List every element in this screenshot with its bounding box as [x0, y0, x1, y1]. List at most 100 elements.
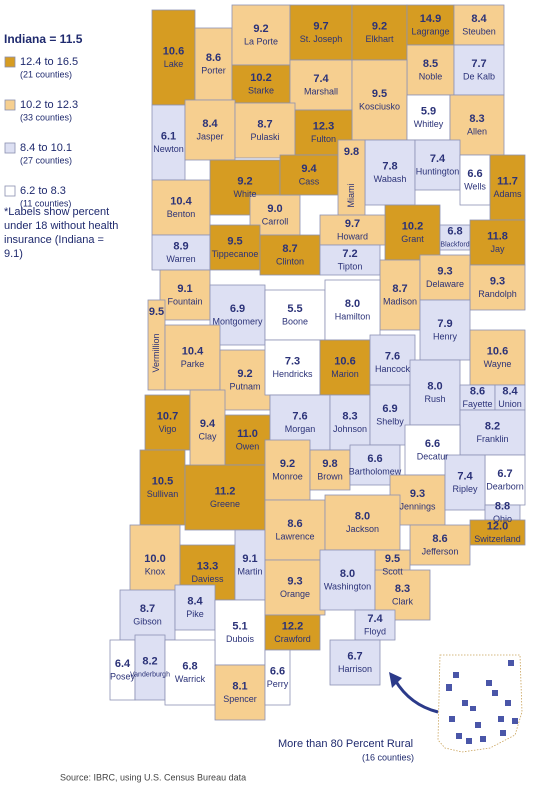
county	[319, 339, 371, 396]
county-name: Greene	[210, 499, 240, 509]
county-value: 7.7	[471, 58, 486, 70]
county-value: 10.4	[170, 195, 192, 207]
county-value: 12.2	[282, 620, 303, 632]
county-name: Noble	[419, 71, 443, 81]
county	[364, 139, 416, 206]
legend-swatch	[4, 185, 16, 197]
county-name: De Kalb	[463, 71, 495, 81]
legend-label: 12.4 to 16.5	[20, 56, 78, 68]
county-value: 7.6	[385, 350, 400, 362]
county-name: St. Joseph	[300, 34, 343, 44]
county-name: Montgomery	[212, 316, 263, 326]
county	[419, 254, 471, 301]
county-value: 8.4	[471, 13, 487, 25]
county-name: Whitley	[414, 119, 444, 129]
county-name: Lagrange	[411, 26, 449, 36]
county-name: Jasper	[196, 131, 223, 141]
county	[459, 154, 491, 206]
county	[279, 154, 339, 196]
inset-county	[508, 660, 514, 666]
county-value: 6.7	[497, 468, 512, 480]
county	[231, 64, 291, 104]
legend-label: 6.2 to 8.3	[20, 185, 66, 197]
county-value: 9.3	[287, 575, 302, 587]
inset-county	[498, 716, 504, 722]
county-name: Sullivan	[147, 489, 179, 499]
county-name: Clay	[198, 431, 217, 441]
county-name: La Porte	[244, 36, 278, 46]
county-name: Vigo	[159, 424, 177, 434]
county-name: Kosciusko	[359, 101, 400, 111]
county-value: 6.9	[382, 403, 397, 415]
county-value: 11.8	[487, 230, 508, 242]
county-name: Jackson	[346, 524, 379, 534]
county-name: Porter	[201, 65, 226, 75]
county-name: Johnson	[333, 424, 367, 434]
county-value: 6.6	[467, 168, 482, 180]
county	[234, 102, 296, 159]
county	[489, 154, 526, 221]
legend-count: (11 counties)	[20, 198, 71, 208]
legend-count: (27 counties)	[20, 155, 72, 165]
county-value: 8.7	[282, 243, 297, 255]
county-name: Tippecanoe	[212, 249, 259, 259]
county-name: Benton	[167, 209, 196, 219]
inset-county	[486, 680, 492, 686]
county-value: 10.5	[152, 475, 173, 487]
inset-title: More than 80 Percent Rural	[278, 738, 413, 750]
county-value: 8.7	[140, 603, 155, 615]
county-value: 7.4	[457, 470, 473, 482]
county-value: 11.0	[237, 428, 258, 440]
inset-county	[453, 672, 459, 678]
county-value: 9.4	[301, 163, 317, 175]
inset-count: (16 counties)	[362, 752, 414, 762]
legend-swatch	[4, 56, 16, 68]
county	[224, 414, 271, 466]
county-value: 10.6	[334, 355, 355, 367]
county	[139, 449, 186, 526]
county	[369, 384, 411, 446]
county-name: Adams	[493, 189, 522, 199]
inset-outline	[437, 654, 523, 753]
county-name: Cass	[299, 176, 320, 186]
county	[329, 394, 371, 451]
county-value: 9.2	[372, 20, 387, 32]
county-value: 14.9	[420, 13, 441, 25]
county-value: 10.0	[144, 553, 165, 565]
county-name: Steuben	[462, 26, 496, 36]
county-value: 8.6	[206, 52, 221, 64]
county	[189, 389, 226, 471]
county-value: 9.3	[490, 275, 505, 287]
county-value: 8.0	[355, 510, 370, 522]
county	[494, 384, 526, 411]
county	[234, 529, 266, 601]
county-value: 9.4	[200, 418, 216, 430]
legend-swatch	[4, 142, 16, 154]
county-name: Warrick	[175, 674, 206, 684]
county-name: Daviess	[191, 574, 224, 584]
county	[459, 384, 496, 411]
county-name: Wells	[464, 181, 486, 191]
inset-county	[456, 733, 462, 739]
county-name: Orange	[280, 589, 310, 599]
county-value: 5.1	[232, 620, 247, 632]
county-value: 9.5	[149, 306, 164, 318]
county	[354, 609, 396, 641]
county	[406, 4, 455, 46]
county-value: 6.4	[115, 658, 131, 670]
county-name: Newton	[153, 144, 184, 154]
inset-county	[492, 690, 498, 696]
county	[159, 269, 211, 321]
title: Indiana = 11.5	[4, 32, 83, 46]
county	[409, 359, 461, 426]
county	[319, 244, 381, 276]
county	[319, 549, 376, 611]
county-value: 7.4	[430, 153, 446, 165]
county-name: Allen	[467, 126, 487, 136]
county-name: Jay	[490, 244, 505, 254]
county-name: Jennings	[399, 501, 436, 511]
county	[151, 179, 211, 236]
county-name: Owen	[236, 441, 260, 451]
